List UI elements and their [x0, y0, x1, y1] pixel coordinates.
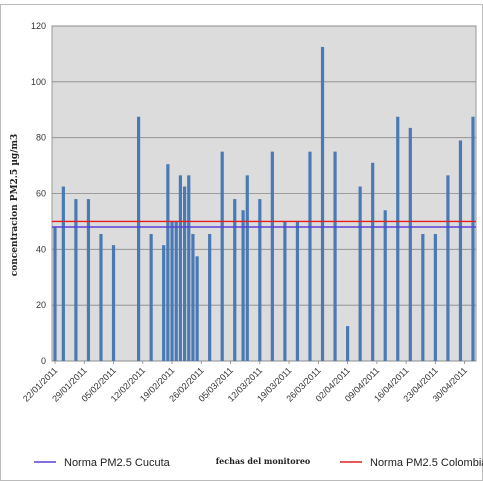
x-axis-ticks: 22/01/201129/01/201105/02/201112/02/2011…: [21, 361, 469, 404]
bar: [220, 151, 224, 361]
bar: [346, 326, 350, 361]
bar: [396, 116, 400, 362]
bar: [174, 221, 178, 361]
bar: [383, 210, 387, 361]
legend-label-colombia: Norma PM2.5 Colombia: [370, 457, 483, 469]
bar: [178, 175, 182, 361]
bar: [53, 227, 57, 361]
y-tick-label: 0: [41, 356, 46, 366]
bar: [182, 186, 187, 361]
bar: [458, 140, 463, 361]
legend: Norma PM2.5 Cucuta fechas del monitoreo …: [34, 456, 483, 469]
bar: [333, 151, 337, 361]
gridlines: [52, 25, 476, 362]
bar: [111, 245, 116, 361]
bar: [241, 210, 245, 361]
bar: [166, 164, 170, 361]
bar: [187, 175, 191, 361]
y-tick-label: 100: [31, 77, 46, 87]
bar: [421, 233, 425, 361]
bar: [61, 186, 65, 361]
bar: [446, 175, 450, 361]
bars: [53, 46, 475, 362]
y-tick-label: 80: [36, 133, 46, 143]
reference-lines: [52, 220, 476, 228]
bar: [99, 233, 103, 361]
bar: [283, 221, 287, 361]
y-tick-label: 40: [36, 244, 46, 254]
y-tick-label: 60: [36, 189, 46, 199]
bar: [170, 221, 174, 361]
bar: [162, 245, 166, 361]
y-axis-title: concentracion PM2.5 µg/m3: [10, 134, 20, 277]
bar: [191, 233, 195, 361]
bar: [245, 175, 249, 361]
bar: [86, 199, 91, 361]
y-tick-label: 20: [36, 300, 46, 310]
y-axis-ticks: 0 20 40 60 80 100 120: [31, 21, 46, 366]
bar: [195, 256, 199, 361]
bar: [371, 162, 375, 361]
bar: [270, 151, 274, 361]
bar: [208, 233, 212, 361]
bar: [149, 233, 153, 361]
bar: [433, 233, 437, 361]
bar: [320, 46, 325, 361]
bar: [258, 199, 262, 361]
bar: [308, 151, 312, 361]
x-axis-title: fechas del monitoreo: [216, 456, 311, 466]
bar: [137, 116, 141, 362]
bar: [233, 199, 237, 361]
bar: [471, 116, 475, 362]
legend-label-cucuta: Norma PM2.5 Cucuta: [64, 457, 171, 469]
bar: [358, 186, 362, 361]
bar: [408, 127, 412, 361]
y-tick-label: 120: [31, 21, 46, 31]
bar: [295, 221, 300, 361]
bar: [74, 199, 78, 361]
